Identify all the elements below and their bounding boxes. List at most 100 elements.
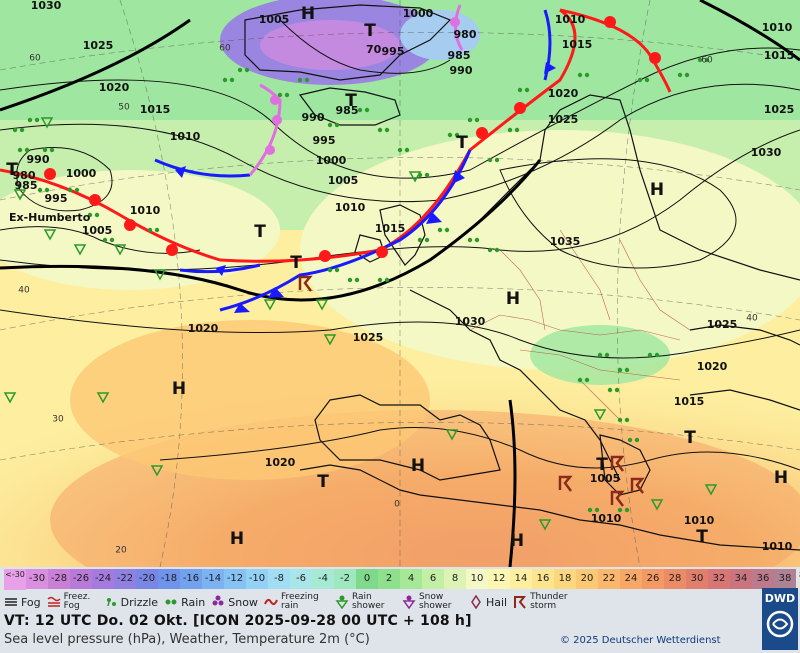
rain-symbol xyxy=(44,187,50,193)
rain-symbol xyxy=(517,87,523,93)
rain-shower-symbol xyxy=(3,392,17,404)
isobar-labels: 1030 1025 1020 1015 1010 1005 1000 995 990 995 100… xyxy=(13,0,795,553)
rain-shower-symbol xyxy=(323,334,337,346)
legend-snow: Snow xyxy=(211,591,258,613)
rain-symbol xyxy=(697,57,703,63)
rain-symbol xyxy=(102,237,108,243)
graticule-label: 20 xyxy=(115,546,127,556)
isobar-label: 1000 xyxy=(403,7,434,20)
rain-symbol xyxy=(19,127,25,133)
isobar-label: 1010 xyxy=(555,13,586,26)
isobar-label: 1005 xyxy=(259,13,290,26)
fog-icon xyxy=(5,598,17,606)
rain-shower-symbol xyxy=(150,465,164,477)
low-pressure-label: T xyxy=(456,133,468,153)
rain-symbol xyxy=(467,117,473,123)
low-pressure-label: T xyxy=(364,21,376,41)
rain-shower-symbol xyxy=(13,189,27,201)
rain-symbol xyxy=(627,437,633,443)
isobar-label: 1000 xyxy=(66,167,97,180)
graticule-label: 0 xyxy=(394,500,400,510)
rain-symbol xyxy=(364,107,370,113)
isobar-label: 1030 xyxy=(751,146,782,159)
snow-icon xyxy=(212,595,224,606)
rain-shower-symbol xyxy=(408,171,422,183)
graticule-labels: 60 50 60 60 40 40 30 20 0 xyxy=(18,44,758,556)
map-labels: Ex-Humberto 70 xyxy=(9,43,382,224)
map-label: Ex-Humberto xyxy=(9,211,91,224)
legend-rain-shower: Rain shower xyxy=(335,591,396,613)
temperature-scale: <-30 -30 -28 -26 -24 -22 -20 -18 -16 -14 -12 -10 -8-… xyxy=(4,569,800,590)
rain-symbol xyxy=(424,172,430,178)
low-pressure-label: T xyxy=(684,428,696,448)
isobar-label: 1010 xyxy=(684,514,715,527)
rain-symbol xyxy=(454,132,460,138)
isobar-label: 1005 xyxy=(590,472,621,485)
rain-symbol xyxy=(24,147,30,153)
rain-symbol xyxy=(614,387,620,393)
rain-symbol xyxy=(654,352,660,358)
rain-symbol xyxy=(109,237,115,243)
rain-symbol xyxy=(284,92,290,98)
rain-symbol xyxy=(577,72,583,78)
isobar-label: 1030 xyxy=(455,315,486,328)
temperature-swatch: -20 xyxy=(136,569,158,589)
rain-shower-symbol xyxy=(263,299,277,311)
rain-symbol xyxy=(684,72,690,78)
high-pressure-label: H xyxy=(506,289,520,309)
rain-symbol xyxy=(222,77,228,83)
thunderstorm-icon xyxy=(298,275,645,507)
isobar-label: 1025 xyxy=(764,103,795,116)
rain-symbol xyxy=(597,352,603,358)
rain-symbol xyxy=(437,227,443,233)
rain-shower-symbol xyxy=(96,392,110,404)
isobar-label: 1010 xyxy=(335,201,366,214)
isobar-label: 1015 xyxy=(562,38,593,51)
rain-symbol xyxy=(644,77,650,83)
temperature-swatch: -12 xyxy=(224,569,246,589)
legend-drizzle: Drizzle xyxy=(104,591,158,613)
temperature-swatch: -10 xyxy=(246,569,268,589)
temperature-swatch: 20 xyxy=(576,569,598,589)
dwd-emblem-icon xyxy=(766,610,794,638)
graticule-label: 60 xyxy=(29,54,41,64)
thunderstorm-icon xyxy=(514,596,527,609)
isobar-label: 985 xyxy=(448,49,471,62)
isobar-label: 1010 xyxy=(762,21,793,34)
high-pressure-label: H xyxy=(230,529,244,549)
legend: <-30 -30 -28 -26 -24 -22 -20 -18 -16 -14 -12 -10 -8-… xyxy=(0,567,800,653)
legend-hail: Hail xyxy=(469,591,507,613)
isobar-label: 1035 xyxy=(550,235,581,248)
cold-front xyxy=(219,149,472,312)
temperature-swatch: 16 xyxy=(532,569,554,589)
rain-symbol xyxy=(147,227,153,233)
isobar-label: 985 xyxy=(336,104,359,117)
temperature-swatch: -22 xyxy=(114,569,136,589)
temperature-swatch: 8 xyxy=(444,569,466,589)
rain-symbol xyxy=(704,57,710,63)
temperature-swatch: 4 xyxy=(400,569,422,589)
legend-thunderstorm: Thunder storm xyxy=(513,591,576,613)
temperature-swatch: -6 xyxy=(290,569,312,589)
rain-symbol xyxy=(87,212,93,218)
graticule-label: 60 xyxy=(219,44,231,54)
temperature-swatch: 18 xyxy=(554,569,576,589)
rain-symbol xyxy=(507,127,513,133)
high-pressure-label: H xyxy=(510,531,524,551)
rain-symbol xyxy=(354,277,360,283)
rain-symbol xyxy=(237,67,243,73)
rain-symbol xyxy=(377,127,383,133)
rain-symbol xyxy=(487,157,493,163)
high-pressure-label: H xyxy=(774,468,788,488)
isobar-label: 995 xyxy=(313,134,336,147)
low-pressure-label: T xyxy=(345,91,357,111)
isobar-label: 980 xyxy=(454,28,477,41)
rain-shower-symbol xyxy=(43,229,57,241)
isobar-label: 1000 xyxy=(316,154,347,167)
rain-symbol xyxy=(474,117,480,123)
temperature-swatch: 34 xyxy=(730,569,752,589)
rain-symbol xyxy=(334,122,340,128)
isobar-label: 1015 xyxy=(140,103,171,116)
graticule-label: 60 xyxy=(701,56,713,66)
isobar-label: 1015 xyxy=(375,222,406,235)
